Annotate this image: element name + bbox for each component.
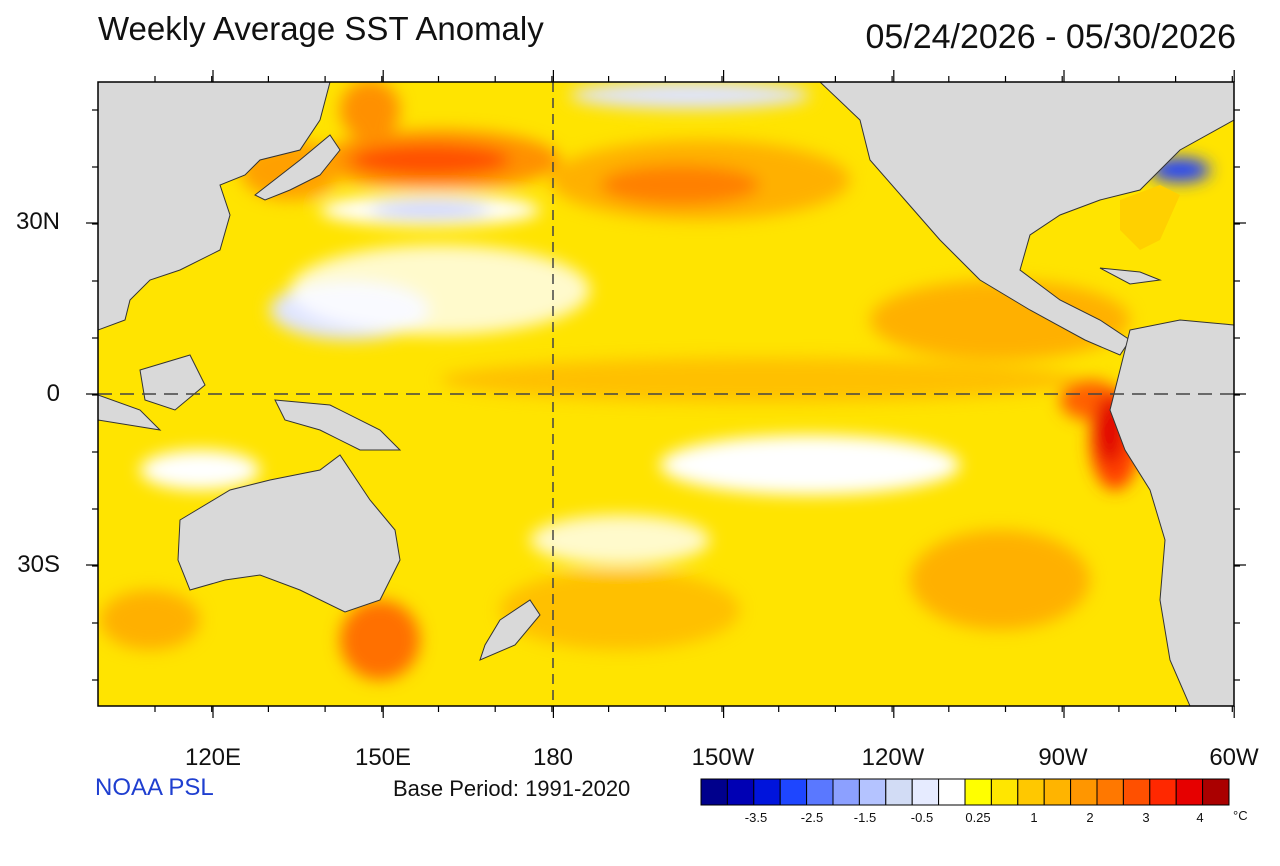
colorbar-swatch <box>1202 778 1230 806</box>
colorbar-label: 0.25 <box>965 810 991 825</box>
colorbar-swatch <box>1149 778 1177 806</box>
axis-ticks <box>86 70 1246 718</box>
colorbar-swatch <box>1017 778 1045 806</box>
colorbar-swatch <box>806 778 834 806</box>
colorbar-label: -1.5 <box>853 810 877 825</box>
noaa-psl-credit: NOAA PSL <box>95 774 214 801</box>
lon-label-120w: 120W <box>861 744 925 771</box>
colorbar-swatch <box>753 778 781 806</box>
colorbar-swatch <box>885 778 913 806</box>
colorbar-swatch <box>990 778 1019 806</box>
lat-label-equator: 0 <box>46 380 60 407</box>
colorbar-swatch <box>726 778 755 806</box>
date-range: 05/24/2026 - 05/30/2026 <box>865 18 1236 56</box>
colorbar-swatch <box>700 778 728 806</box>
colorbar-unit: °C <box>1233 808 1248 823</box>
map-title: Weekly Average SST Anomaly <box>98 10 544 47</box>
colorbar-swatch <box>1070 778 1098 806</box>
colorbar-swatch <box>779 778 808 806</box>
land-masses <box>98 82 1234 706</box>
lon-label-90w: 90W <box>1038 744 1088 771</box>
lat-label-30n: 30N <box>15 208 60 235</box>
colorbar-label: 2 <box>1086 810 1094 825</box>
colorbar-label: -3.5 <box>744 810 768 825</box>
colorbar-swatch <box>1122 778 1151 806</box>
colorbar-label: 3 <box>1142 810 1150 825</box>
colorbar-swatch <box>1175 778 1204 806</box>
colorbar-swatch <box>858 778 887 806</box>
lon-label-60w: 60W <box>1209 744 1259 771</box>
colorbar-swatch <box>964 778 992 806</box>
colorbar-swatch <box>1043 778 1072 806</box>
lon-label-180: 180 <box>532 744 574 771</box>
anomaly-field <box>100 82 1210 680</box>
lon-label-150w: 150W <box>691 744 755 771</box>
lat-label-30s: 30S <box>17 551 60 578</box>
lon-label-150e: 150E <box>354 744 412 771</box>
colorbar <box>700 778 1230 806</box>
colorbar-label: 4 <box>1196 810 1204 825</box>
lon-label-120e: 120E <box>184 744 242 771</box>
colorbar-label: -0.5 <box>910 810 934 825</box>
base-period-note: Base Period: 1991-2020 <box>393 776 631 801</box>
colorbar-label: 1 <box>1030 810 1038 825</box>
colorbar-swatch <box>1096 778 1124 806</box>
colorbar-swatch <box>911 778 940 806</box>
colorbar-swatch <box>938 778 966 806</box>
colorbar-swatch <box>832 778 860 806</box>
colorbar-label: -2.5 <box>800 810 824 825</box>
